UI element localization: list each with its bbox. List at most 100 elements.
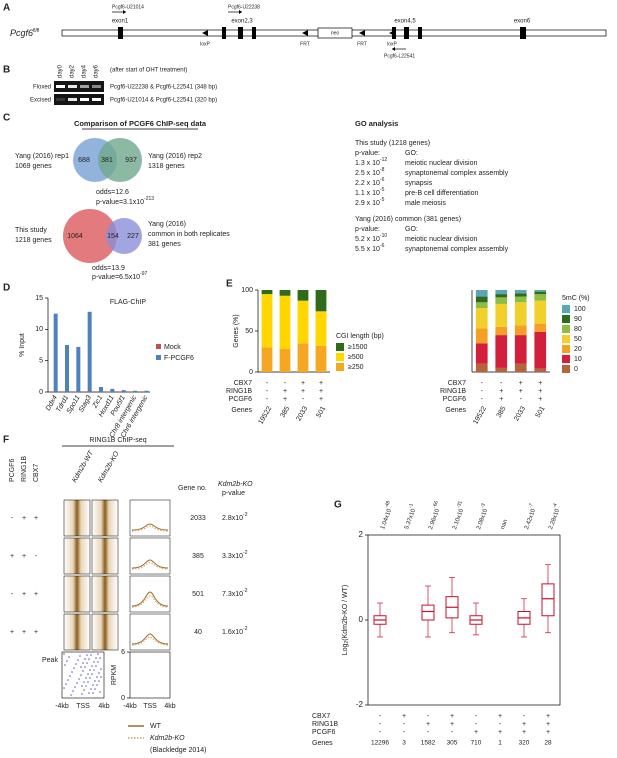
bar <box>139 391 144 392</box>
bar-segment <box>475 343 488 364</box>
bar-segment <box>495 326 508 336</box>
text-part: nan <box>500 519 509 530</box>
panel-label: E <box>226 279 233 290</box>
peak-dot <box>68 656 70 658</box>
site-marker <box>202 30 208 36</box>
bar-segment <box>514 363 527 372</box>
gene-name: Pcgf6fl/fl <box>10 28 39 38</box>
row-label: CBX7 <box>234 380 252 387</box>
profile-wt <box>131 559 169 569</box>
peak-dot <box>96 676 98 678</box>
gene-count: 320 <box>519 740 530 747</box>
product-label: Pcgf6-U22238 & Pcgf6-L22541 (348 bp) <box>110 85 217 91</box>
go-term: meiotic nuclear division <box>405 236 477 243</box>
bar-segment <box>495 294 508 298</box>
legend-title: CGI length (bp) <box>336 333 384 340</box>
odds: odds=13.9 <box>92 265 125 272</box>
sign: - <box>500 380 503 387</box>
gene-count: 28 <box>544 740 552 747</box>
sign: + <box>22 591 26 598</box>
supscript: fl/fl <box>33 28 39 34</box>
row-label: Floxed <box>33 85 51 91</box>
sign: - <box>35 553 38 560</box>
panel-label: D <box>3 283 10 294</box>
peak-dot <box>98 680 100 682</box>
legend-swatch <box>562 305 570 313</box>
legend-label: ≥1500 <box>348 344 368 351</box>
legend-title: 5mC (%) <box>562 295 590 302</box>
venn-label: 1069 genes <box>15 163 52 170</box>
p-value: 1.6x10-2 <box>222 626 248 636</box>
site-label: loxP <box>200 41 210 47</box>
neo-cassette <box>317 27 353 39</box>
go-term: male meiosis <box>405 200 446 207</box>
supscript: -6 <box>380 177 385 183</box>
sign: + <box>546 729 550 736</box>
section-title: RING1B ChIP-seq <box>89 437 146 444</box>
bar-segment <box>495 290 508 295</box>
panel-label: C <box>3 113 10 124</box>
legend-label: Kdm2b-KO <box>150 735 185 742</box>
profile-wt <box>131 523 169 531</box>
y-tick-label: 2 <box>359 530 364 539</box>
sign: + <box>522 729 526 736</box>
sign: + <box>450 713 454 720</box>
site-label: FRT <box>300 41 310 47</box>
panel-label: G <box>334 500 342 511</box>
go-heading: This study (1218 genes) <box>355 140 430 147</box>
heatmap <box>63 613 91 651</box>
sign: + <box>402 713 406 720</box>
go-term: synapsis <box>405 180 433 187</box>
arrow-head <box>239 10 242 14</box>
peak-dot <box>99 657 101 659</box>
primer-label: Pcgf6-U22238 <box>228 4 260 10</box>
venn-count: 154 <box>107 233 119 240</box>
bar-segment <box>514 335 527 364</box>
text-part: 2.5 x 10 <box>355 170 380 177</box>
peak-dot <box>81 693 83 695</box>
venn-label: 1218 genes <box>15 237 52 244</box>
bar <box>76 346 81 392</box>
supscript: -12 <box>380 157 387 163</box>
gene-count: 2033 <box>190 515 206 522</box>
sign: + <box>522 721 526 728</box>
row-label: CBX7 <box>312 713 330 720</box>
column-header: GO: <box>405 150 418 157</box>
profile-ko <box>131 562 169 570</box>
heatmap <box>63 499 91 537</box>
product-label: Pcgf6-U21014 & Pcgf6-L22541 (320 bp) <box>110 98 217 104</box>
y-tick-label: -2 <box>356 700 364 709</box>
peak-dot <box>87 673 89 675</box>
peak-dot <box>77 659 79 661</box>
legend-swatch <box>336 353 344 361</box>
text-part: 1.6x10 <box>222 629 243 636</box>
peak-dot <box>67 679 69 681</box>
gene-count: 385 <box>496 405 508 419</box>
gene-count: 3 <box>402 740 406 747</box>
sign: - <box>481 396 484 403</box>
peak-dot <box>95 657 97 659</box>
sign: + <box>301 388 305 395</box>
gel-image <box>54 81 104 92</box>
bar-segment <box>279 295 291 350</box>
legend-label: 50 <box>574 336 582 343</box>
row-label: RING1B <box>440 388 466 395</box>
sign: - <box>451 729 454 736</box>
gel-band <box>56 98 65 101</box>
heatmap <box>63 537 91 575</box>
peak-dot <box>89 669 91 671</box>
box <box>421 604 435 621</box>
sign: + <box>34 629 38 636</box>
exon-label: exon6 <box>514 19 531 25</box>
peak-dot <box>88 692 90 694</box>
legend-swatch <box>562 345 570 353</box>
lane-label: day4 <box>82 64 88 78</box>
row-label: PCGF6 <box>229 396 252 403</box>
row-label: Genes <box>445 407 466 414</box>
sign: + <box>498 729 502 736</box>
go-p-value: 5.2 x 10-10 <box>355 233 387 243</box>
text-part: 2.8x10 <box>222 515 243 522</box>
p-value: 1.04x10-48 <box>377 500 396 530</box>
legend-label: F-PCGF6 <box>164 355 194 362</box>
